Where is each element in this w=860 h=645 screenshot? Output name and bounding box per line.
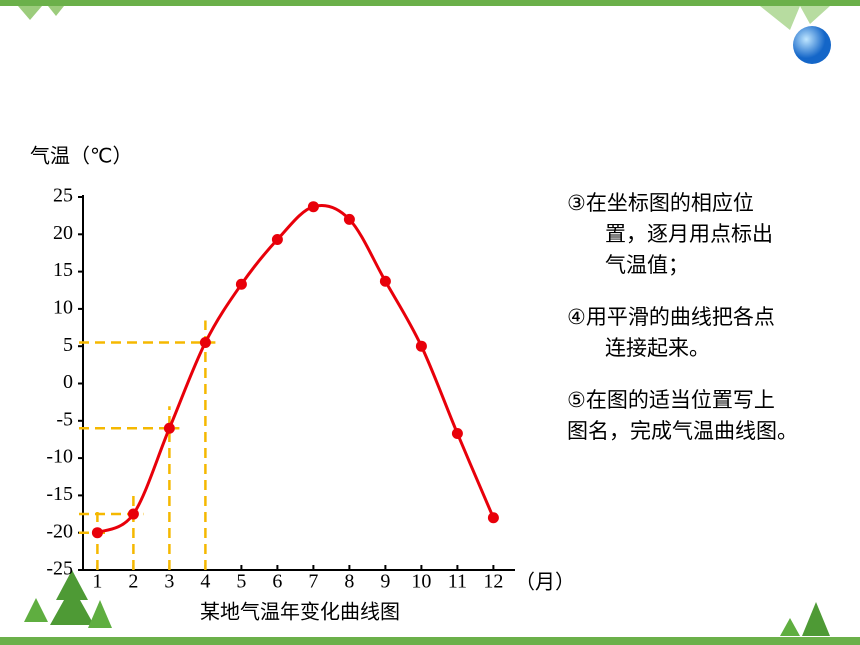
decor [18,6,64,20]
point [163,422,175,434]
y-tick-label: 0 [63,371,73,393]
y-tick-label: -25 [46,558,73,580]
x-unit: （月） [515,570,575,594]
point [343,213,355,225]
note-line: ③在坐标图的相应位 [567,191,754,215]
x-tick-label: 2 [128,571,138,593]
x-tick-label: 4 [200,571,210,593]
tree [50,570,94,625]
y-tick-label: 5 [63,334,73,356]
note: ③在坐标图的相应位置，逐月用点标出 气温值； [567,188,857,281]
note-line: ⑤在图的适当位置写上 [567,388,775,412]
point [91,527,103,539]
x-tick-label: 6 [272,571,282,593]
y-axis-label: 气温（℃） [30,144,132,168]
notes: ③在坐标图的相应位置，逐月用点标出 气温值； ④用平滑的曲线把各点连接起来。 ⑤在图的… [567,188,857,468]
y-tick-label: -5 [56,408,73,430]
x-tick-label: 10 [411,571,431,593]
x-tick-label: 12 [483,571,503,593]
y-tick-label: -20 [46,520,73,542]
point [127,508,139,520]
y-tick-label: 15 [53,259,73,281]
bottom-bar [0,637,860,645]
y-tick-label: 25 [53,185,73,207]
x-tick-label: 5 [236,571,246,593]
point [307,201,319,213]
decor [760,6,830,30]
note-line: ④用平滑的曲线把各点 [567,305,775,329]
point [235,278,247,290]
x-tick-label: 9 [380,571,390,593]
tree [780,618,800,636]
note: ④用平滑的曲线把各点连接起来。 [567,302,857,364]
line [96,204,495,535]
point [199,336,211,348]
point [271,234,283,246]
note-line: 气温值； [605,253,689,277]
tree [88,600,112,628]
x-tick-label: 8 [344,571,354,593]
y-tick-label: 10 [53,296,73,318]
x-tick-label: 11 [448,571,467,593]
y-tick-label: -15 [46,483,73,505]
note-line: 连接起来。 [605,336,710,360]
point [487,512,499,524]
note: ⑤在图的适当位置写上 图名，完成气温曲线图。 [567,385,857,447]
point [451,427,463,439]
note-line: 图名，完成气温曲线图。 [567,419,798,443]
y-tick-label: -10 [46,446,73,468]
tree [24,598,48,622]
chart-title: 某地气温年变化曲线图 [200,600,400,624]
globe [793,26,831,64]
point [379,275,391,287]
tree [802,602,830,636]
top-bar [0,0,860,6]
note-line: 置，逐月用点标出 [605,222,773,246]
x-tick-label: 1 [92,571,102,593]
point [415,340,427,352]
y-tick-label: 20 [53,222,73,244]
x-tick-label: 7 [308,571,318,593]
x-tick-label: 3 [164,571,174,593]
